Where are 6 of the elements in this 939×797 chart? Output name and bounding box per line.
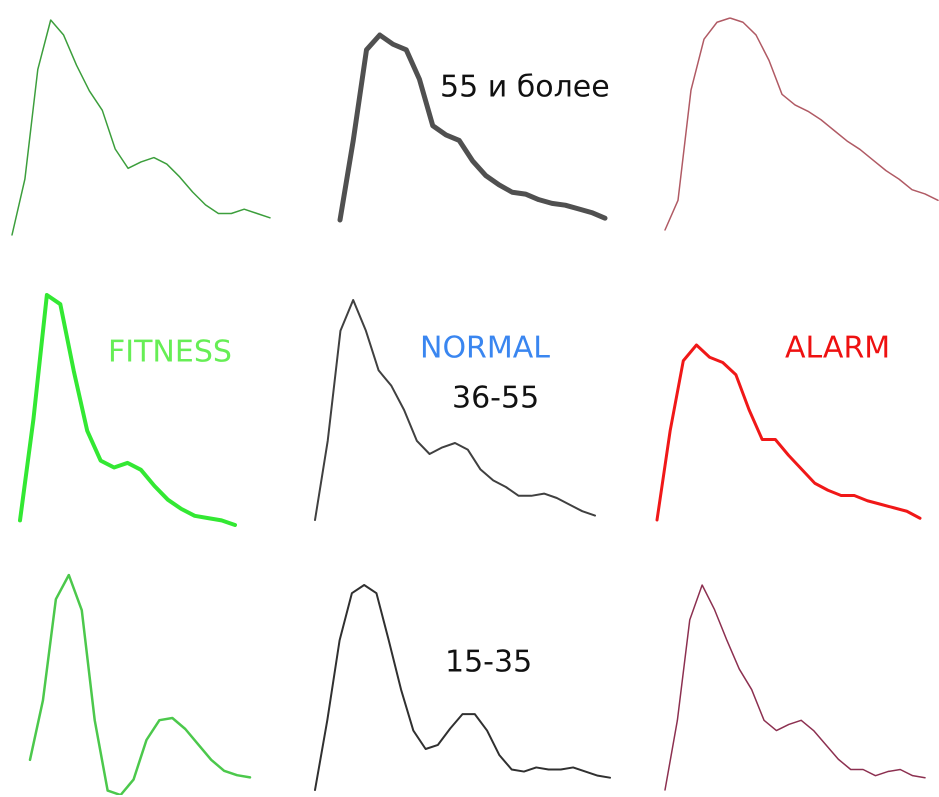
- annotation: NORMAL: [420, 330, 550, 366]
- annotation: 55 и более: [440, 70, 610, 104]
- annotation: 15-35: [445, 644, 532, 680]
- annotation: FITNESS: [108, 334, 232, 370]
- annotation: 36-55: [452, 380, 540, 416]
- annotation: ALARM: [785, 330, 890, 366]
